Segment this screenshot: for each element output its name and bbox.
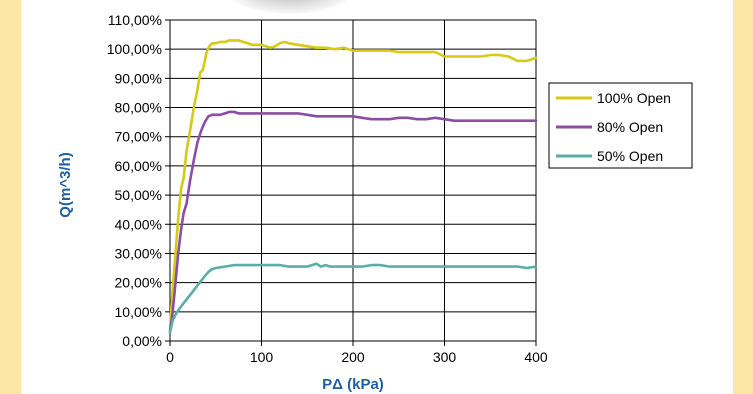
series-line bbox=[168, 110, 538, 334]
gray-shadow-blob bbox=[225, 0, 355, 14]
chart-legend: 100% Open 80% Open 50% Open bbox=[548, 82, 693, 169]
y-axis-title: Q(m^3/h) bbox=[57, 152, 74, 217]
y-tick-label: 50,00% bbox=[115, 187, 162, 203]
y-tick-label: 10,00% bbox=[115, 304, 162, 320]
legend-label: 80% Open bbox=[597, 119, 663, 135]
right-side-panel bbox=[733, 0, 753, 394]
y-tick-label: 0,00% bbox=[122, 333, 162, 349]
chart-grid bbox=[169, 19, 537, 342]
chart-axes: 0,00% 10,00% 20,00% 30,00% 40,00% 50,00% 60,00… bbox=[107, 12, 548, 365]
x-tick-label: 200 bbox=[341, 349, 365, 365]
y-tick-label: 90,00% bbox=[115, 70, 162, 86]
y-tick-label: 60,00% bbox=[115, 158, 162, 174]
y-tick-label: 110,00% bbox=[108, 12, 162, 28]
x-axis-title: PΔ (kPa) bbox=[322, 376, 384, 393]
y-tick-label: 20,00% bbox=[115, 275, 162, 291]
y-tick-label: 40,00% bbox=[115, 216, 162, 232]
y-tick-label: 80,00% bbox=[115, 100, 162, 116]
series-line bbox=[168, 262, 538, 334]
x-tick-label: 400 bbox=[524, 349, 548, 365]
y-tick-label: 100,00% bbox=[107, 41, 162, 57]
x-tick-label: 100 bbox=[250, 349, 274, 365]
left-side-panel bbox=[0, 0, 21, 394]
x-tick-label: 0 bbox=[166, 349, 174, 365]
chart-series bbox=[168, 39, 538, 334]
legend-label: 100% Open bbox=[597, 90, 671, 106]
x-tick-label: 300 bbox=[433, 349, 457, 365]
legend-label: 50% Open bbox=[597, 148, 663, 164]
y-tick-label: 70,00% bbox=[115, 129, 162, 145]
series-line bbox=[168, 39, 538, 331]
y-tick-label: 30,00% bbox=[115, 245, 162, 261]
